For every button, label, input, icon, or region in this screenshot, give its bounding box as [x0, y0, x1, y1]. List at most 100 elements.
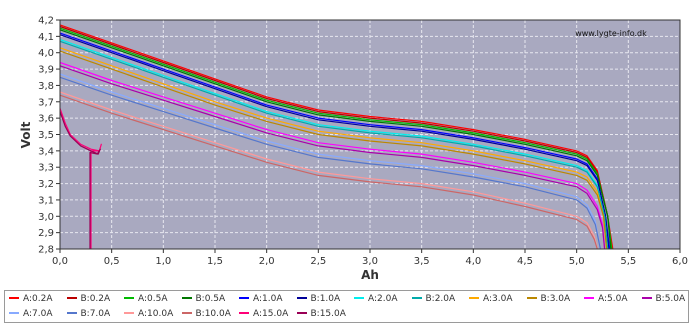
x-tick-label: 0,0	[52, 256, 68, 267]
series-line-a-1-0a	[59, 32, 611, 250]
series-line-a-10-0a	[59, 91, 598, 250]
series-line-a-7-0a	[59, 73, 601, 250]
series-line-a-15-0a	[59, 108, 102, 249]
legend-label: B:5.0A	[655, 294, 686, 304]
series-line-a-0-5a	[59, 27, 613, 250]
x-tick-label: 2,0	[259, 256, 275, 267]
legend-label: A:0.5A	[138, 294, 168, 304]
legend-label: B:7.0A	[80, 309, 111, 319]
legend-label: A:5.0A	[598, 294, 628, 304]
legend-swatch	[354, 296, 364, 299]
legend-swatch	[239, 311, 249, 314]
series-line-b-2-0a	[59, 40, 609, 250]
x-tick-label: 2,5	[310, 256, 326, 267]
legend-item: A:7.0A	[9, 307, 53, 321]
series-line-b-10-0a	[59, 94, 598, 250]
legend-item: B:7.0A	[66, 307, 111, 321]
legend-swatch	[181, 296, 192, 299]
series-line-a-5-0a	[59, 61, 606, 250]
legend-item: B:1.0A	[296, 292, 341, 306]
legend-swatch	[296, 311, 307, 314]
x-tick-label: 4,0	[465, 256, 481, 267]
y-tick-label: 2,9	[38, 228, 54, 239]
legend-item: A:10.0A	[124, 307, 173, 321]
y-axis-ticks: 2,8 2,9 3,0 3,1 3,2 3,3 3,4 3,5 3,6 3,7 3,8 3,9 4,0 4…	[38, 16, 60, 256]
legend-label: B:3.0A	[540, 294, 571, 304]
legend-item: A:1.0A	[239, 292, 283, 306]
legend-item: B:3.0A	[526, 292, 571, 306]
legend-swatch	[124, 296, 134, 299]
legend-swatch	[124, 311, 134, 314]
x-tick-label: 3,0	[362, 256, 378, 267]
legend-label: A:15.0A	[253, 309, 289, 319]
series-line-a-2-0a	[59, 39, 609, 250]
legend-item: A:3.0A	[469, 292, 513, 306]
series-line-a-0-2a	[59, 24, 614, 250]
y-axis-label: Volt	[19, 121, 33, 148]
x-tick-label: 1,0	[155, 256, 171, 267]
legend-label: B:1.0A	[310, 294, 341, 304]
discharge-chart: 0,0 0,5 1,0 1,5 2,0 2,5 3,0 3,5 4,0 4,5 5,0 5,5 6,0 …	[19, 16, 688, 283]
y-tick-label: 3,7	[38, 97, 54, 108]
legend-item: A:0.2A	[9, 292, 53, 306]
y-tick-label: 4,2	[38, 16, 54, 27]
legend-swatch	[239, 296, 249, 299]
y-tick-label: 3,5	[38, 130, 54, 141]
legend-label: A:7.0A	[23, 309, 53, 319]
series-line-b-7-0a	[59, 76, 601, 250]
x-tick-label: 3,5	[414, 256, 430, 267]
y-tick-label: 3,8	[38, 81, 54, 92]
legend-item: B:10.0A	[181, 307, 231, 321]
y-tick-label: 3,0	[38, 212, 54, 223]
legend-swatch	[66, 296, 77, 299]
x-axis-ticks: 0,0 0,5 1,0 1,5 2,0 2,5 3,0 3,5 4,0 4,5 5,0 5,5 6,0	[52, 249, 688, 267]
legend-label: A:1.0A	[253, 294, 283, 304]
legend-swatch	[526, 296, 537, 299]
series-line-b-0-5a	[59, 29, 612, 250]
legend-swatch	[411, 296, 422, 299]
x-tick-label: 6,0	[672, 256, 688, 267]
legend-item: B:2.0A	[411, 292, 456, 306]
x-tick-label: 4,5	[517, 256, 533, 267]
y-tick-label: 3,2	[38, 179, 54, 190]
legend-swatch	[9, 296, 19, 299]
legend-label: B:0.2A	[80, 294, 111, 304]
legend-label: A:10.0A	[138, 309, 174, 319]
legend-item: B:15.0A	[296, 307, 346, 321]
y-tick-label: 3,4	[38, 146, 54, 157]
legend-label: B:0.5A	[195, 294, 226, 304]
legend-item: B:0.5A	[181, 292, 226, 306]
y-tick-label: 3,9	[38, 65, 54, 76]
y-tick-label: 3,6	[38, 114, 54, 125]
legend-swatch	[641, 296, 652, 299]
legend-label: A:0.2A	[23, 294, 53, 304]
legend-swatch	[181, 311, 192, 314]
legend-item: B:0.2A	[66, 292, 111, 306]
y-tick-label: 2,8	[38, 245, 54, 256]
legend-swatch	[9, 311, 19, 314]
legend-label: A:2.0A	[368, 294, 398, 304]
series-line-b-15-0a	[59, 111, 101, 249]
x-tick-label: 1,5	[207, 256, 223, 267]
legend-swatch	[66, 311, 77, 314]
legend-swatch	[584, 296, 594, 299]
legend-label: B:10.0A	[195, 309, 231, 319]
y-tick-label: 3,1	[38, 195, 54, 206]
series-line-b-5-0a	[59, 65, 606, 250]
series-line-b-1-0a	[59, 34, 610, 250]
y-tick-label: 4,0	[38, 48, 54, 59]
x-axis-label: Ah	[361, 268, 379, 282]
series-layer	[59, 24, 614, 250]
legend-item: A:5.0A	[584, 292, 628, 306]
legend-swatch	[296, 296, 307, 299]
legend-item: A:0.5A	[124, 292, 168, 306]
legend-item: B:5.0A	[641, 292, 686, 306]
legend-swatch	[469, 296, 479, 299]
x-tick-label: 5,5	[620, 256, 636, 267]
legend-label: B:15.0A	[310, 309, 346, 319]
legend-label: B:2.0A	[425, 294, 456, 304]
series-line-b-3-0a	[59, 50, 608, 250]
watermark: www.lygte-info.dk	[575, 29, 647, 38]
legend-item: A:15.0A	[239, 307, 288, 321]
